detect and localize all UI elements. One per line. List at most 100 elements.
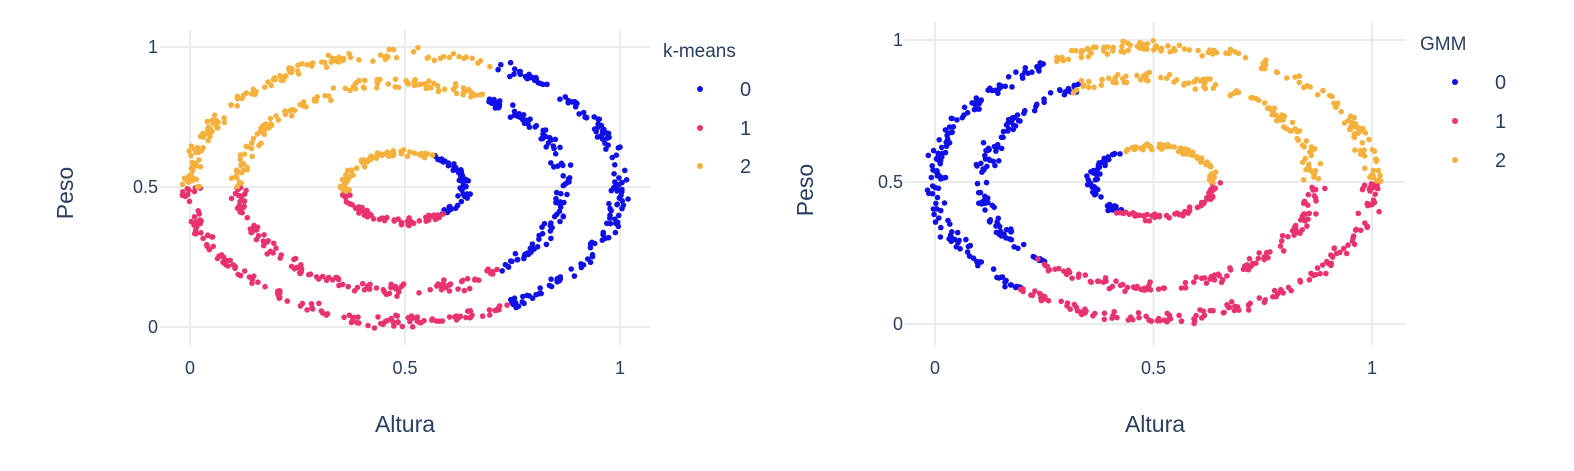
data-point-cluster-2 xyxy=(426,78,432,84)
data-point-cluster-1 xyxy=(1314,265,1321,271)
data-point-cluster-2 xyxy=(1150,37,1157,44)
data-point-cluster-2 xyxy=(1086,78,1092,85)
data-point-cluster-2 xyxy=(374,76,381,83)
data-point-cluster-0 xyxy=(532,124,538,130)
data-point-cluster-2 xyxy=(343,188,350,195)
data-point-cluster-2 xyxy=(352,86,359,92)
data-point-cluster-2 xyxy=(1072,47,1079,54)
data-point-cluster-2 xyxy=(395,84,402,91)
data-point-cluster-0 xyxy=(934,168,940,174)
data-point-cluster-2 xyxy=(1273,117,1280,124)
data-point-cluster-2 xyxy=(1320,87,1326,94)
legend-label: 2 xyxy=(740,156,751,178)
data-point-cluster-0 xyxy=(603,146,609,152)
data-point-cluster-2 xyxy=(1360,125,1366,132)
data-point-cluster-1 xyxy=(244,214,251,221)
data-point-cluster-0 xyxy=(998,83,1004,89)
data-point-cluster-1 xyxy=(496,306,502,313)
legend-marker-0 xyxy=(697,86,703,92)
data-point-cluster-1 xyxy=(459,277,466,284)
data-point-cluster-0 xyxy=(454,202,461,209)
data-point-cluster-1 xyxy=(1117,209,1123,216)
data-point-cluster-2 xyxy=(469,55,476,62)
data-point-cluster-0 xyxy=(977,189,984,196)
data-point-cluster-2 xyxy=(233,167,240,173)
data-point-cluster-1 xyxy=(251,222,257,229)
data-point-cluster-0 xyxy=(557,218,563,225)
data-point-cluster-0 xyxy=(1005,128,1011,134)
data-point-cluster-1 xyxy=(1109,283,1116,290)
data-point-cluster-1 xyxy=(1182,285,1189,291)
data-point-cluster-2 xyxy=(299,60,305,67)
data-point-cluster-2 xyxy=(261,131,268,137)
data-point-cluster-1 xyxy=(1029,292,1036,299)
data-point-cluster-1 xyxy=(1369,201,1375,208)
data-point-cluster-0 xyxy=(623,177,630,183)
data-point-cluster-0 xyxy=(996,223,1003,230)
data-point-cluster-1 xyxy=(1075,274,1082,280)
data-point-cluster-2 xyxy=(1101,44,1107,50)
data-point-cluster-2 xyxy=(1303,166,1309,173)
data-point-cluster-2 xyxy=(1362,165,1368,171)
data-point-cluster-0 xyxy=(1005,74,1012,80)
data-point-cluster-0 xyxy=(948,115,955,122)
data-point-cluster-2 xyxy=(200,144,206,151)
data-point-cluster-0 xyxy=(1008,228,1015,235)
data-point-cluster-1 xyxy=(359,280,366,287)
scatter-plot-gmm: 0 0.5 1 0 0.5 1 Altura Peso GMM 0 1 2 xyxy=(792,22,1506,437)
data-point-cluster-1 xyxy=(447,281,454,288)
data-point-cluster-2 xyxy=(1085,84,1092,91)
data-point-cluster-0 xyxy=(943,143,950,149)
data-point-cluster-0 xyxy=(510,301,517,308)
data-point-cluster-2 xyxy=(268,82,275,89)
data-point-cluster-1 xyxy=(1201,312,1208,319)
data-point-cluster-2 xyxy=(1070,90,1077,96)
data-point-cluster-1 xyxy=(1312,195,1319,201)
data-point-cluster-0 xyxy=(605,234,612,241)
data-point-cluster-0 xyxy=(963,236,969,243)
data-point-cluster-2 xyxy=(1090,44,1097,50)
data-point-cluster-0 xyxy=(1009,116,1016,122)
data-point-cluster-2 xyxy=(186,173,192,179)
data-point-cluster-2 xyxy=(342,85,349,92)
data-point-cluster-2 xyxy=(241,151,248,157)
data-point-cluster-1 xyxy=(1180,213,1186,219)
data-point-cluster-1 xyxy=(472,276,478,283)
data-point-cluster-0 xyxy=(615,223,622,230)
data-point-cluster-1 xyxy=(1064,303,1070,309)
data-point-cluster-2 xyxy=(424,83,431,90)
data-point-cluster-0 xyxy=(1111,150,1118,157)
data-point-cluster-0 xyxy=(517,71,524,78)
data-point-cluster-2 xyxy=(1263,57,1269,63)
data-point-cluster-0 xyxy=(1031,107,1038,114)
data-point-cluster-1 xyxy=(446,314,453,320)
data-point-cluster-0 xyxy=(974,259,980,265)
data-point-cluster-1 xyxy=(1304,223,1310,229)
data-point-cluster-1 xyxy=(1193,312,1199,319)
data-point-cluster-0 xyxy=(604,135,611,141)
data-point-cluster-1 xyxy=(1203,280,1210,287)
data-point-cluster-1 xyxy=(1256,250,1262,256)
data-point-cluster-0 xyxy=(1084,181,1091,188)
data-point-cluster-1 xyxy=(324,311,331,317)
data-point-cluster-1 xyxy=(416,218,423,224)
data-point-cluster-0 xyxy=(961,104,968,111)
data-point-cluster-2 xyxy=(463,54,470,60)
data-point-cluster-0 xyxy=(1090,189,1096,196)
data-point-cluster-1 xyxy=(264,251,271,257)
data-point-cluster-0 xyxy=(539,224,545,230)
data-point-cluster-1 xyxy=(465,308,471,315)
data-point-cluster-0 xyxy=(547,134,553,141)
data-point-cluster-0 xyxy=(594,134,601,140)
data-point-cluster-1 xyxy=(1319,262,1326,268)
data-point-cluster-2 xyxy=(193,149,199,156)
data-point-cluster-0 xyxy=(580,109,587,116)
data-point-cluster-2 xyxy=(1185,80,1192,86)
data-point-cluster-2 xyxy=(1172,47,1178,54)
data-point-cluster-1 xyxy=(1144,211,1150,218)
data-point-cluster-2 xyxy=(1186,47,1193,53)
data-point-cluster-0 xyxy=(556,208,563,215)
data-point-cluster-0 xyxy=(994,219,1000,225)
data-point-cluster-1 xyxy=(277,255,284,261)
data-point-cluster-1 xyxy=(463,314,469,321)
